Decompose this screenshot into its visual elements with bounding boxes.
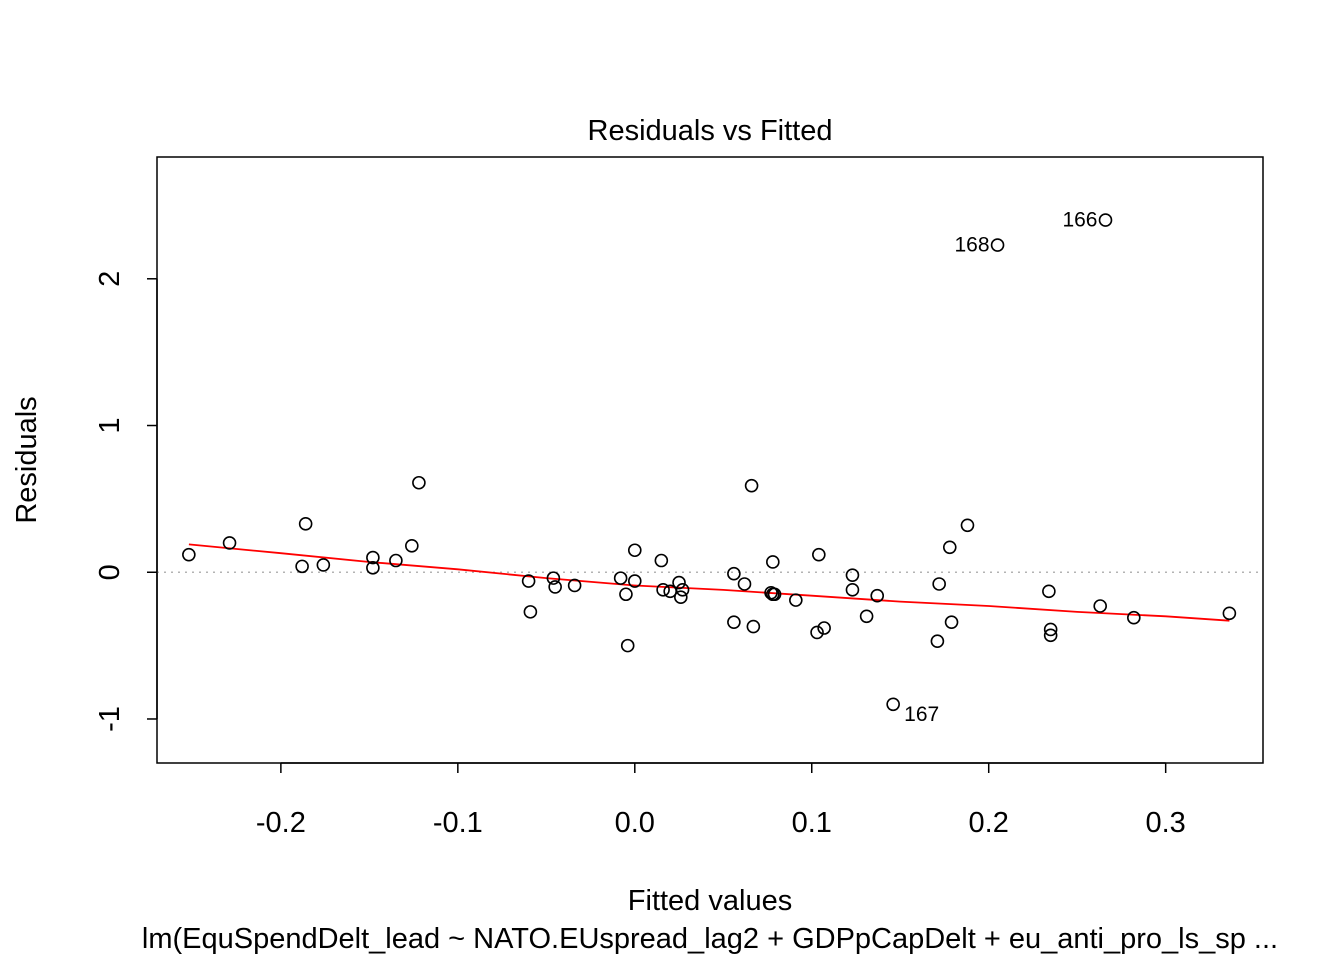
residual-point [810,625,824,640]
model-formula-caption: lm(EquSpendDelt_lead ~ NATO.EUspread_lag… [142,923,1278,955]
residual-point [767,587,782,602]
residual-point [737,577,752,591]
x-tick-label: 0.1 [792,807,832,839]
residual-point [886,697,900,712]
residual-point [845,583,860,597]
residual-point [672,575,686,590]
outlier-label: 168 [955,234,990,257]
x-tick-label: -0.1 [433,807,483,839]
residual-point [812,547,826,562]
residual-point [298,517,313,531]
residual-point [222,536,237,550]
y-tick-label: 2 [94,271,126,287]
smoother-line [188,543,1230,622]
residual-point [727,566,741,581]
residual-point [930,634,945,649]
residual-point [1127,610,1141,625]
chart-title: Residuals vs Fitted [588,115,833,147]
x-tick-label: 0.0 [615,807,655,839]
y-tick-label: -1 [94,706,126,732]
residual-point [405,539,419,553]
residual-point [870,588,885,603]
residual-point [1042,584,1056,599]
residual-point [316,558,331,572]
residual-point [944,615,959,629]
residual-point [744,478,759,493]
residual-point [182,547,196,562]
residual-point [627,574,642,588]
x-tick-label: 0.3 [1146,807,1186,839]
residual-point [845,568,860,582]
residual-point [366,561,380,575]
residual-point [548,580,562,594]
residual-point [1043,628,1058,643]
residual-point [1222,606,1237,621]
residual-point [789,593,803,607]
residual-point [627,543,642,558]
residual-point [620,638,635,653]
residual-point [727,615,741,629]
residual-point [1098,213,1113,227]
residual-point [546,571,561,585]
residual-point [567,578,582,593]
x-tick-label: 0.2 [969,807,1009,839]
residual-point [523,605,538,619]
residual-point [990,238,1005,252]
residual-point [389,553,403,568]
residual-point [932,577,946,591]
residual-point [1043,622,1058,637]
x-axis-label: Fitted values [628,885,792,917]
residual-point [766,555,780,569]
residual-point [817,621,831,635]
point-labels: 167 168 166 [904,209,1097,726]
residual-point [859,609,874,624]
residual-points [182,213,1237,712]
residual-point [412,475,426,490]
residual-point [654,553,669,568]
residual-point [366,550,380,565]
y-tick-label: 0 [94,564,126,580]
residual-point [295,559,309,574]
residual-point [942,540,957,555]
outlier-label: 167 [904,703,939,726]
residual-point [675,583,690,597]
y-tick-label: 1 [94,417,126,433]
residual-point [613,571,628,585]
residual-point [746,619,761,634]
residual-point [1093,599,1107,613]
residual-point [619,587,633,602]
x-axis: -0.2 -0.1 0.0 0.1 0.2 0.3 [256,762,1186,839]
residual-point [521,574,536,588]
outlier-label: 166 [1062,209,1097,232]
residual-point [674,590,688,604]
y-axis: -1 0 1 2 [94,271,158,732]
residual-point [960,518,975,533]
x-tick-label: -0.2 [256,807,306,839]
residual-point [656,583,670,597]
y-axis-label: Residuals [11,396,43,523]
plot-frame [156,156,1264,764]
